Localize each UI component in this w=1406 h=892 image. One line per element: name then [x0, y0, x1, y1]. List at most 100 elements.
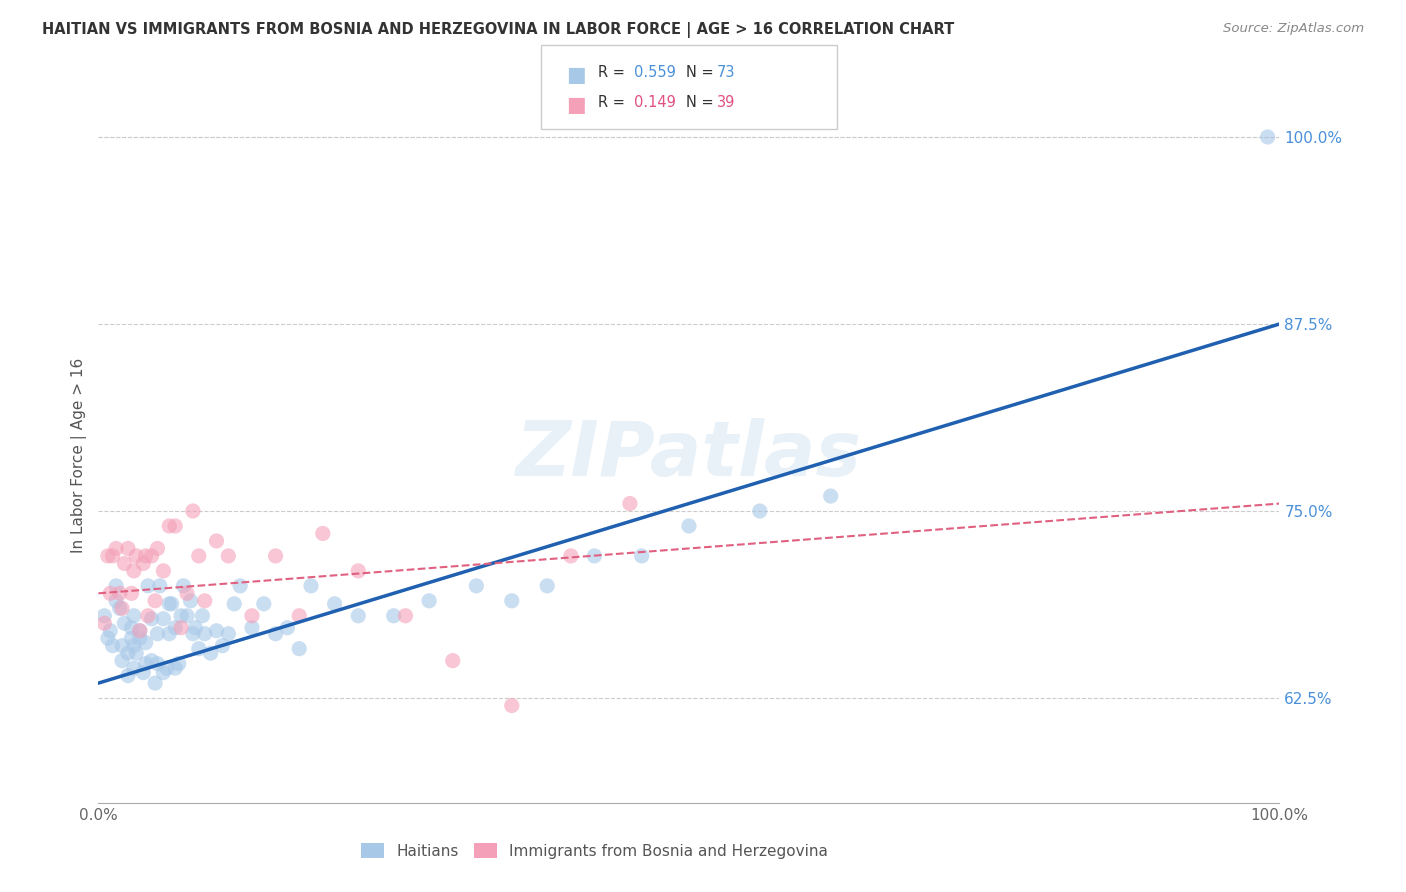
Point: [191, 608, 214, 623]
Point: [240, 608, 263, 623]
Point: [288, 641, 311, 656]
Point: [156, 661, 179, 675]
Text: N =: N =: [686, 65, 718, 80]
Point: [135, 636, 157, 650]
Point: [536, 579, 558, 593]
Point: [111, 639, 134, 653]
Point: [187, 641, 209, 656]
Point: [323, 597, 346, 611]
Point: [229, 579, 252, 593]
Point: [205, 533, 228, 548]
Point: [146, 541, 169, 556]
Point: [181, 626, 204, 640]
Point: [165, 661, 187, 675]
Point: [217, 549, 239, 563]
Point: [583, 549, 606, 563]
Point: [1257, 130, 1279, 145]
Point: [170, 621, 193, 635]
Point: [224, 597, 246, 611]
Point: [176, 586, 198, 600]
Point: [117, 668, 139, 682]
Point: [501, 594, 523, 608]
Point: [93, 608, 115, 623]
Point: [167, 657, 190, 671]
Point: [194, 594, 217, 608]
Point: [108, 586, 131, 600]
Point: [347, 564, 370, 578]
Point: [165, 519, 187, 533]
Point: [143, 594, 166, 608]
Point: [560, 549, 582, 563]
Point: [165, 621, 187, 635]
Point: [211, 639, 233, 653]
Point: [157, 519, 180, 533]
Text: 0.559: 0.559: [634, 65, 676, 80]
Text: ZIPatlas: ZIPatlas: [516, 418, 862, 491]
Point: [143, 676, 166, 690]
Point: [135, 657, 157, 671]
Point: [678, 519, 700, 533]
Point: [418, 594, 440, 608]
Point: [748, 504, 770, 518]
Point: [128, 624, 150, 638]
Point: [125, 646, 148, 660]
Point: [160, 597, 183, 611]
Legend: Haitians, Immigrants from Bosnia and Herzegovina: Haitians, Immigrants from Bosnia and Her…: [354, 837, 834, 864]
Point: [264, 626, 287, 640]
Point: [288, 608, 311, 623]
Point: [111, 654, 134, 668]
Point: [149, 579, 172, 593]
Point: [194, 626, 217, 640]
Point: [122, 639, 145, 653]
Point: [135, 549, 157, 563]
Point: [157, 597, 180, 611]
Point: [128, 631, 150, 645]
Point: [132, 557, 155, 571]
Point: [105, 594, 128, 608]
Text: 73: 73: [717, 65, 735, 80]
Point: [170, 608, 193, 623]
Text: 39: 39: [717, 95, 735, 111]
Point: [382, 608, 405, 623]
Point: [180, 594, 202, 608]
Point: [820, 489, 842, 503]
Point: [146, 657, 169, 671]
Point: [630, 549, 652, 563]
Point: [141, 549, 163, 563]
Point: [172, 579, 194, 593]
Point: [264, 549, 287, 563]
Point: [176, 608, 198, 623]
Point: [184, 621, 207, 635]
Point: [240, 621, 263, 635]
Point: [121, 621, 143, 635]
Text: R =: R =: [598, 65, 628, 80]
Point: [117, 646, 139, 660]
Point: [394, 608, 416, 623]
Point: [299, 579, 322, 593]
Text: Source: ZipAtlas.com: Source: ZipAtlas.com: [1223, 22, 1364, 36]
Point: [121, 631, 143, 645]
Point: [200, 646, 222, 660]
Point: [152, 665, 174, 680]
Point: [152, 564, 174, 578]
Point: [122, 661, 145, 675]
Text: N =: N =: [686, 95, 718, 111]
Point: [205, 624, 228, 638]
Point: [108, 601, 131, 615]
Point: [136, 608, 159, 623]
Point: [132, 665, 155, 680]
Point: [312, 526, 335, 541]
Point: [181, 504, 204, 518]
Point: [152, 612, 174, 626]
Point: [112, 616, 135, 631]
Text: 0.149: 0.149: [634, 95, 676, 111]
Point: [276, 621, 298, 635]
Point: [105, 541, 128, 556]
Point: [465, 579, 488, 593]
Point: [122, 564, 145, 578]
Point: [98, 624, 121, 638]
Point: [157, 626, 180, 640]
Point: [97, 631, 120, 645]
Text: HAITIAN VS IMMIGRANTS FROM BOSNIA AND HERZEGOVINA IN LABOR FORCE | AGE > 16 CORR: HAITIAN VS IMMIGRANTS FROM BOSNIA AND HE…: [42, 22, 955, 38]
Point: [122, 608, 145, 623]
